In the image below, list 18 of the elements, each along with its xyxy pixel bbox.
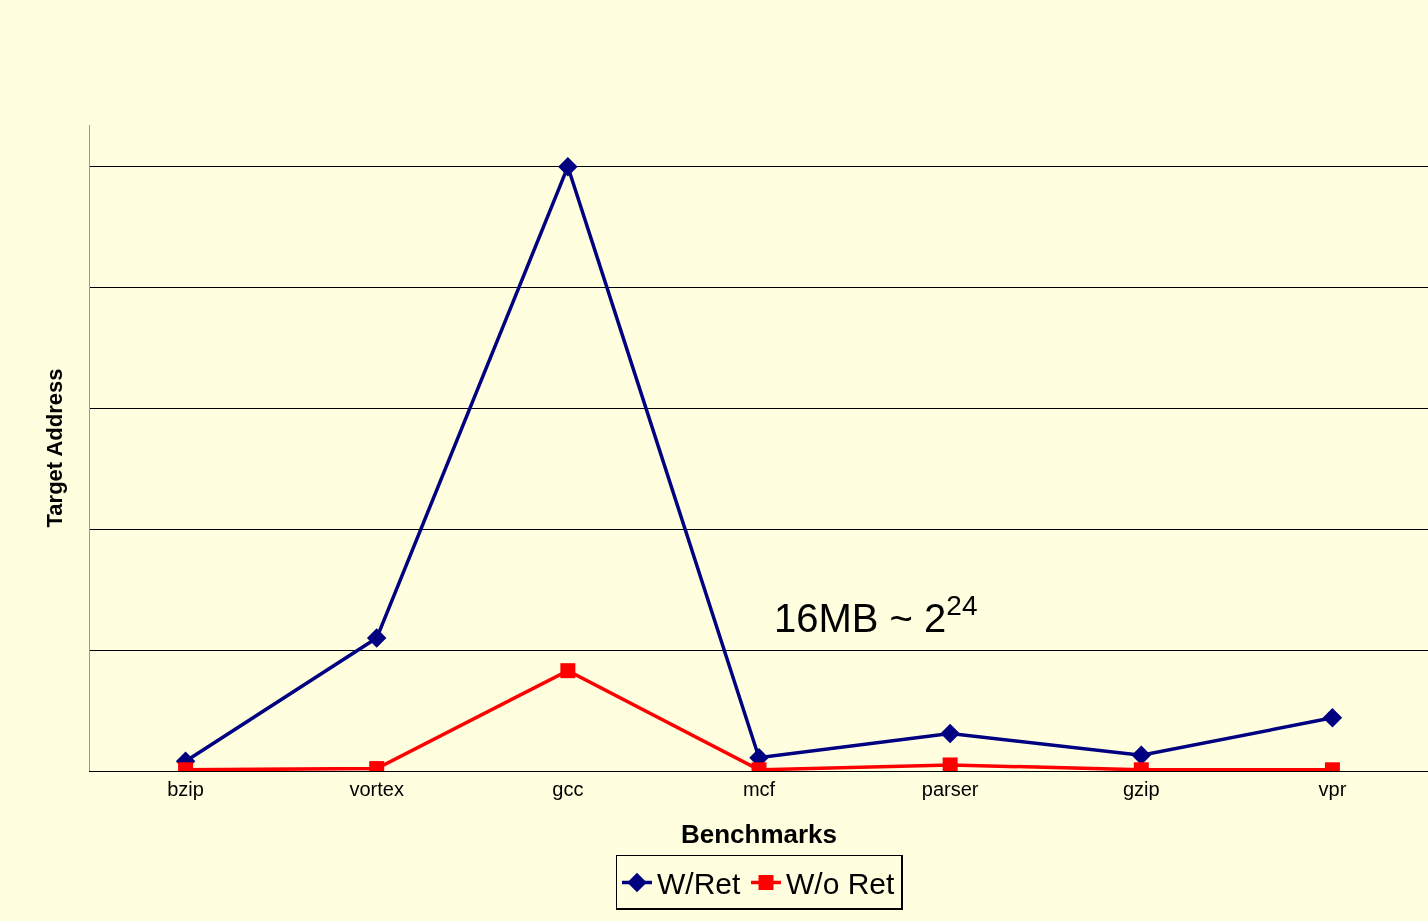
point: [558, 156, 578, 177]
annotation: 16MB ~ 2$^{24}$: [774, 590, 978, 640]
x-tick-label: mcf: [742, 778, 776, 800]
point: [940, 723, 960, 744]
x-tick-label: vortex: [349, 778, 404, 800]
point: [560, 663, 576, 679]
x-tick-label: vpr: [1318, 778, 1347, 800]
x-tick-label: gcc: [552, 778, 584, 800]
legend-label: W/Ret: [657, 867, 741, 901]
x-tick-label: bzip: [167, 778, 204, 800]
x-tick-label: gzip: [1122, 778, 1160, 800]
point: [366, 628, 387, 648]
point: [1322, 708, 1343, 728]
x-tick-label: parser: [921, 778, 979, 800]
point: [942, 757, 958, 771]
x-axis-title: Benchmarks: [680, 818, 838, 849]
legend-label: W/o Ret: [786, 867, 896, 901]
y-axis-title: Target Address: [41, 368, 67, 528]
